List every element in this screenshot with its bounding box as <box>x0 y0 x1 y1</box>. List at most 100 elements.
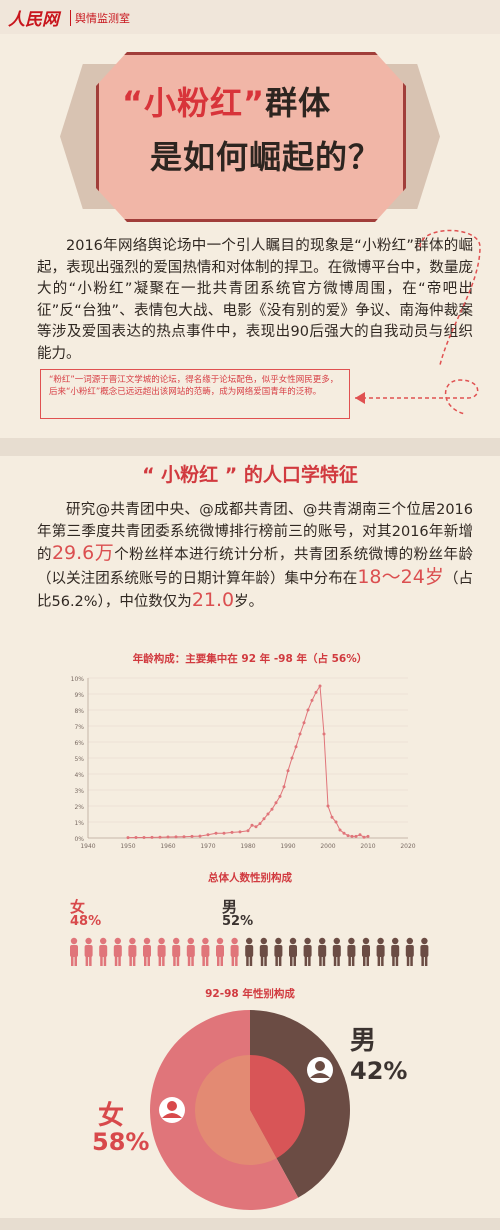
female-person-icon <box>128 937 137 966</box>
male-person-icon <box>259 937 268 966</box>
data-point <box>350 834 354 838</box>
male-person-icon <box>420 937 429 966</box>
male-label: 男 <box>222 898 238 916</box>
inner-slice-female <box>194 1055 277 1165</box>
data-point <box>322 732 326 736</box>
people-icon-row <box>70 937 429 966</box>
data-point <box>134 836 138 840</box>
data-point <box>214 831 218 835</box>
male-avatar-icon <box>307 1057 333 1083</box>
female-person-icon <box>216 937 224 966</box>
y-tick-label: 7% <box>74 724 84 731</box>
y-tick-label: 10% <box>71 676 85 683</box>
data-point <box>158 835 162 839</box>
data-point <box>250 823 254 827</box>
female-person-icon <box>157 937 166 966</box>
x-tick-label: 2000 <box>320 843 335 850</box>
data-point <box>274 801 278 805</box>
male-person-icon <box>376 937 385 966</box>
data-point <box>302 721 306 725</box>
age-range-value: 18～24岁 <box>357 565 444 588</box>
x-tick-label: 1960 <box>160 843 175 850</box>
male-percent: 52% <box>222 914 254 929</box>
y-tick-label: 9% <box>74 692 84 699</box>
y-tick-label: 4% <box>74 772 84 779</box>
text-part3: （占比56.2%），中位数仅为 <box>37 570 474 611</box>
chart-title: 年龄构成：主要集中在 92 年 -98 年（占 56%） <box>132 653 368 665</box>
data-point <box>366 834 370 838</box>
data-point <box>270 807 274 811</box>
data-point <box>334 820 338 824</box>
data-point <box>282 785 286 789</box>
male-person-icon <box>362 937 370 966</box>
data-point <box>126 836 130 840</box>
section-divider <box>0 438 500 456</box>
data-point <box>286 769 290 773</box>
title-box <box>96 52 406 222</box>
section-title: “ 小粉红 ” 的人口学特征 <box>142 464 358 486</box>
data-point <box>258 822 262 826</box>
data-point <box>230 830 234 834</box>
y-tick-label: 3% <box>74 788 84 795</box>
data-point <box>358 833 362 837</box>
x-tick-label: 1980 <box>240 843 255 850</box>
male-person-icon <box>289 937 297 966</box>
donut-male-label: 男 <box>350 1026 377 1056</box>
y-tick-label: 1% <box>74 820 84 827</box>
inner-slice-male <box>250 1055 305 1159</box>
data-point <box>238 830 242 834</box>
data-point <box>346 834 350 838</box>
page-title-line1: “小粉红”群体 <box>122 78 331 124</box>
data-point <box>306 708 310 712</box>
data-point <box>354 834 358 838</box>
female-person-icon <box>201 937 210 966</box>
donut-female-percent: 58% <box>92 1128 150 1156</box>
data-point <box>198 834 202 838</box>
gender-donut-chart <box>149 1010 350 1210</box>
x-tick-label: 2010 <box>360 843 375 850</box>
intro-paragraph: 2016年网络舆论场中一个引人瞩目的现象是“小粉红”群体的崛起，表现出强烈的爱国… <box>37 238 473 362</box>
data-point <box>338 828 342 832</box>
data-point <box>190 834 194 838</box>
logo[interactable]: 人民网 <box>8 10 59 30</box>
data-point <box>246 829 250 833</box>
female-percent: 48% <box>70 914 102 929</box>
x-tick-label: 1950 <box>120 843 135 850</box>
female-person-icon <box>99 937 108 966</box>
data-point <box>166 835 170 839</box>
female-person-icon <box>70 937 78 966</box>
section-paragraph: 研究@共青团中央、@成都共青团、@共青湖南三个位居2016年第三季度共青团委系统… <box>37 500 473 614</box>
title-highlight: “小粉红” <box>122 84 266 122</box>
data-point <box>326 804 330 808</box>
data-point <box>142 836 146 840</box>
data-point <box>294 745 298 749</box>
data-point <box>330 815 334 819</box>
donut-female-label: 女 <box>98 1101 125 1131</box>
male-person-icon <box>245 937 254 966</box>
donut-male-percent: 42% <box>350 1057 408 1085</box>
male-person-icon <box>274 937 283 966</box>
x-tick-label: 1990 <box>280 843 295 850</box>
female-avatar-icon <box>159 1097 185 1123</box>
female-label: 女 <box>70 898 86 916</box>
female-person-icon <box>172 937 181 966</box>
header-bar <box>0 0 500 34</box>
data-point <box>182 835 186 839</box>
x-tick-label: 1970 <box>200 843 215 850</box>
data-point <box>318 684 322 688</box>
footer-bar <box>0 1218 500 1230</box>
note-box: “粉红”一词源于晋江文学城的论坛，得名缘于论坛配色，似乎女性网民更多，后来“小粉… <box>40 369 350 419</box>
male-person-icon <box>318 937 327 966</box>
female-person-icon <box>230 937 239 966</box>
y-tick-label: 2% <box>74 804 84 811</box>
dashed-circle-icon <box>419 229 481 366</box>
female-person-icon <box>186 937 195 966</box>
data-point <box>342 831 346 835</box>
male-person-icon <box>405 937 414 966</box>
female-person-icon <box>143 937 151 966</box>
sample-size-value: 29.6万 <box>51 542 115 564</box>
y-tick-label: 0% <box>74 836 84 843</box>
text-part4: 岁。 <box>234 594 264 610</box>
dashed-arrow-icon <box>355 379 479 415</box>
data-point <box>174 835 178 839</box>
